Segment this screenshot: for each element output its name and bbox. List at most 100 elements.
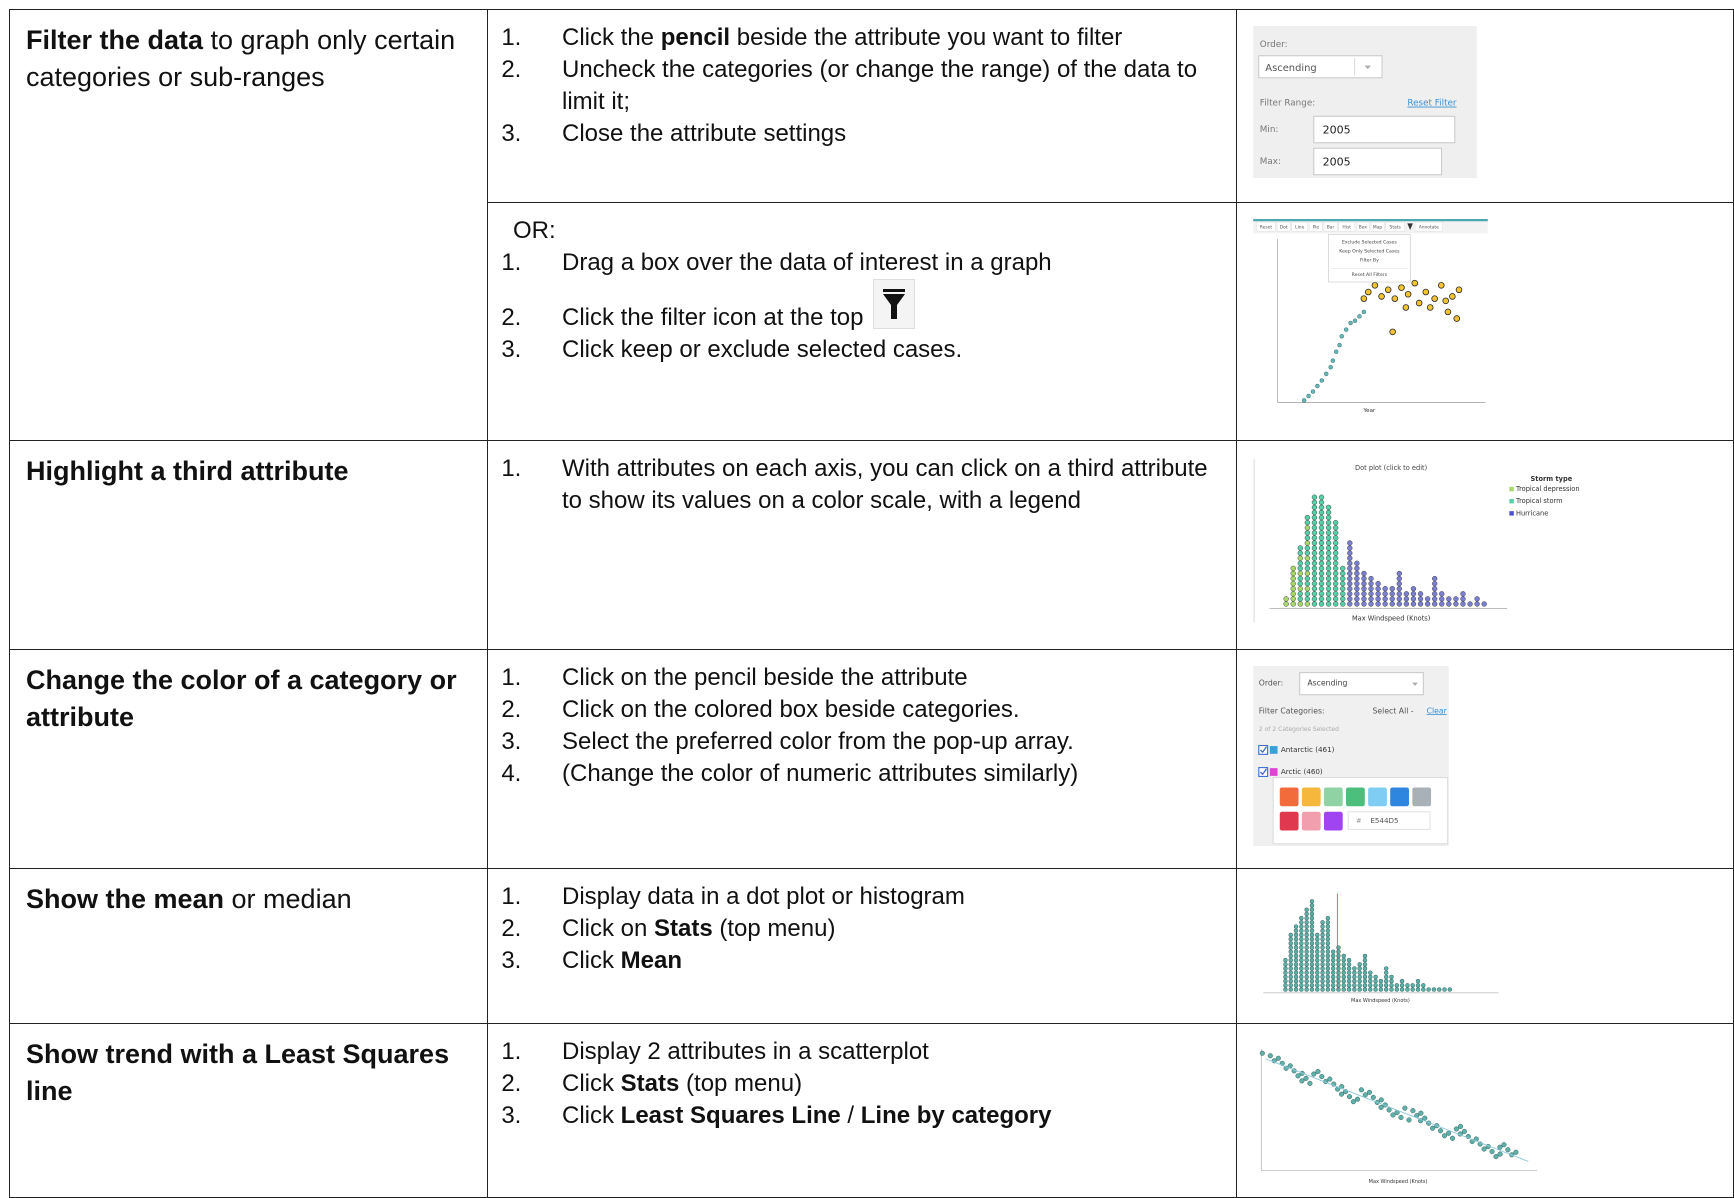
point [1363, 979, 1367, 983]
point [1449, 294, 1455, 300]
point [1411, 1108, 1416, 1113]
text: Display 2 attributes in a scatterplot [562, 1038, 929, 1065]
point [1296, 1074, 1301, 1079]
point [1379, 988, 1383, 992]
point [1319, 596, 1324, 601]
point [1326, 586, 1331, 591]
point [1397, 576, 1402, 581]
point [1299, 929, 1303, 933]
point [1291, 566, 1296, 571]
point [1312, 500, 1317, 505]
toolbar-label: Dot [1280, 225, 1288, 231]
point [1422, 1116, 1427, 1121]
point [1284, 596, 1289, 601]
image-cell: Order: Ascending Filter Categories: Sele… [1237, 650, 1734, 869]
bold-text: Stats [654, 915, 713, 942]
legend-label: Hurricane [1516, 509, 1548, 517]
point [1342, 958, 1346, 962]
point [1305, 971, 1309, 975]
point [1397, 571, 1402, 576]
point [1331, 962, 1335, 966]
point [1321, 937, 1325, 941]
bold-text: Mean [621, 947, 682, 974]
point [1371, 1095, 1376, 1100]
point [1340, 334, 1344, 338]
point [1379, 983, 1383, 987]
task: Filter the data to graph only certain ca… [26, 22, 471, 96]
point [1376, 581, 1381, 586]
point [1305, 596, 1310, 601]
point [1347, 602, 1352, 607]
point [1342, 971, 1346, 975]
task: Change the color of a category or attrib… [26, 662, 471, 736]
point [1347, 541, 1352, 546]
point [1289, 979, 1293, 983]
point [1404, 591, 1409, 596]
point [1312, 561, 1317, 566]
point [1368, 983, 1372, 987]
swatch [1324, 787, 1343, 806]
point [1312, 546, 1317, 551]
point [1384, 983, 1388, 987]
point [1384, 971, 1388, 975]
point [1305, 929, 1309, 933]
image-cell: ResetDotLinePieBarHistBoxMapStatsAnnotat… [1237, 203, 1734, 441]
point [1411, 596, 1416, 601]
point [1319, 586, 1324, 591]
point [1411, 602, 1416, 607]
point [1326, 541, 1331, 546]
bold-text: Least Squares Line [621, 1102, 841, 1129]
point [1369, 596, 1374, 601]
task: Show the mean or median [26, 881, 471, 918]
point [1430, 1126, 1435, 1131]
point [1312, 586, 1317, 591]
point [1425, 602, 1430, 607]
point [1310, 899, 1314, 903]
point [1294, 946, 1298, 950]
point [1418, 591, 1423, 596]
point [1289, 937, 1293, 941]
point [1357, 314, 1361, 318]
point [1298, 602, 1303, 607]
point [1319, 510, 1324, 515]
point [1326, 530, 1331, 535]
point [1416, 979, 1420, 983]
point [1289, 941, 1293, 945]
point [1340, 602, 1345, 607]
point [1311, 1072, 1316, 1077]
point [1399, 1115, 1404, 1120]
point [1315, 950, 1319, 954]
steps: Display data in a dot plot or histogramC… [488, 881, 1220, 977]
point [1342, 988, 1346, 992]
point [1358, 983, 1362, 987]
point [1310, 975, 1314, 979]
point [1358, 975, 1362, 979]
bold-text: pencil [661, 24, 730, 51]
point [1365, 289, 1371, 295]
step: Click Stats (top menu) [528, 1068, 1220, 1100]
point [1372, 282, 1378, 288]
step: Select the preferred color from the pop-… [528, 726, 1220, 758]
steps-cell: Click on the pencil beside the attribute… [488, 650, 1237, 869]
label: Order: [1260, 40, 1288, 50]
point [1294, 958, 1298, 962]
legend-swatch [1509, 511, 1513, 515]
point [1299, 962, 1303, 966]
point [1383, 591, 1388, 596]
point [1326, 988, 1330, 992]
shape: Filter the data to graph only certain ca… [10, 10, 1734, 1198]
point [1411, 591, 1416, 596]
point [1331, 967, 1335, 971]
point [1340, 576, 1345, 581]
point [1305, 979, 1309, 983]
point [1354, 591, 1359, 596]
point [1390, 602, 1395, 607]
point [1411, 983, 1415, 987]
steps-cell: Display 2 attributes in a scatterplot Cli… [488, 1024, 1237, 1198]
step: (Change the color of numeric attributes … [528, 758, 1220, 790]
label: Dot plot (click to edit) [1355, 464, 1428, 472]
point [1291, 586, 1296, 591]
point [1312, 581, 1317, 586]
point [1298, 556, 1303, 561]
bold-text: Show the mean [26, 884, 224, 914]
